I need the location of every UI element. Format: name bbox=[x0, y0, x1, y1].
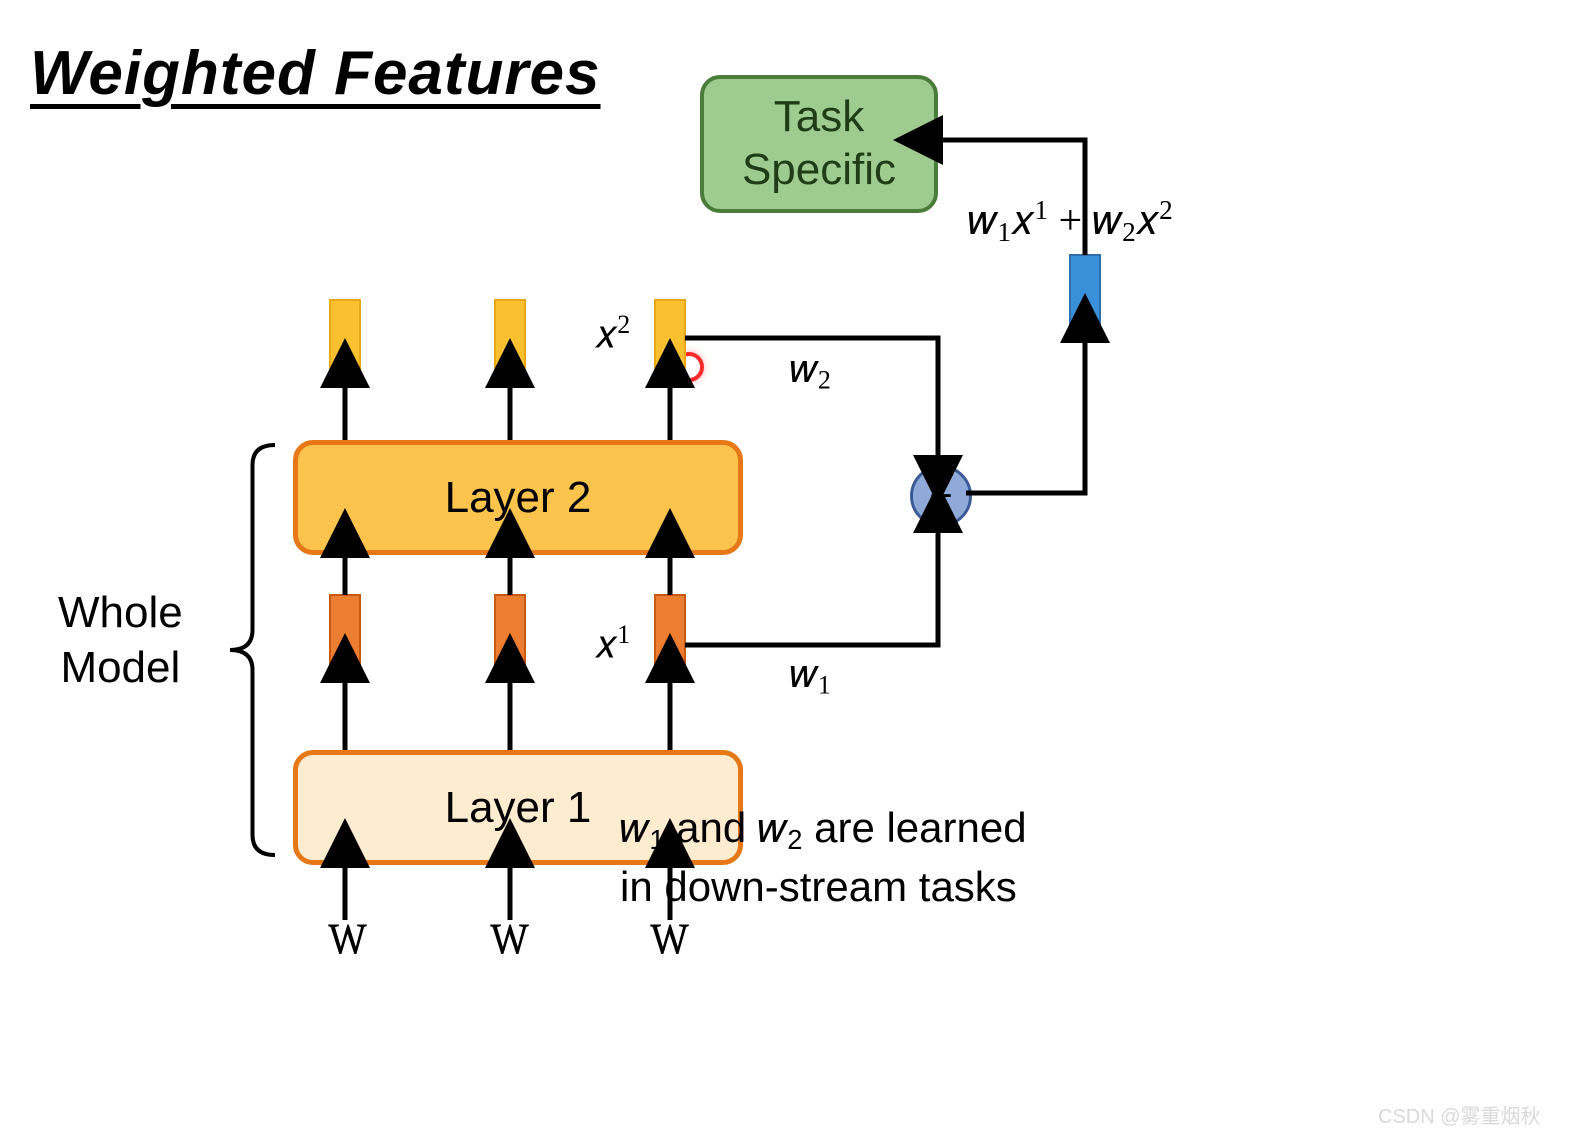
task-box-line1: Task bbox=[774, 92, 864, 141]
whole-model-line1: Whole bbox=[58, 588, 183, 637]
highlight-dot-icon bbox=[674, 352, 704, 382]
svg-text:W: W bbox=[490, 914, 529, 965]
layer-1-label: Layer 1 bbox=[445, 783, 592, 833]
w1-label: 𝑤1 bbox=[790, 650, 831, 701]
page-title: Weighted Features bbox=[30, 38, 601, 109]
layer-2-label: Layer 2 bbox=[445, 473, 592, 523]
formula-label: 𝑤1𝑥1 + 𝑤2𝑥2 bbox=[968, 195, 1173, 248]
svg-text:W: W bbox=[650, 914, 689, 965]
svg-text:W: W bbox=[328, 914, 367, 965]
task-specific-box: Task Specific bbox=[700, 75, 938, 213]
whole-model-line2: Model bbox=[60, 643, 180, 692]
whole-model-label: Whole Model bbox=[58, 585, 183, 695]
plus-symbol: + bbox=[929, 474, 952, 519]
x2-label: 𝑥2 bbox=[595, 310, 630, 357]
caption-text: 𝑤1 and 𝑤2 are learnedin down-stream task… bbox=[620, 800, 1027, 915]
watermark-text: CSDN @雾重烟秋 bbox=[1378, 1100, 1541, 1129]
task-box-line2: Specific bbox=[742, 145, 896, 194]
layer-2-box: Layer 2 bbox=[293, 440, 743, 555]
w2-label: 𝑤2 bbox=[790, 345, 831, 396]
x1-label: 𝑥1 bbox=[595, 620, 630, 667]
plus-node: + bbox=[910, 465, 972, 527]
